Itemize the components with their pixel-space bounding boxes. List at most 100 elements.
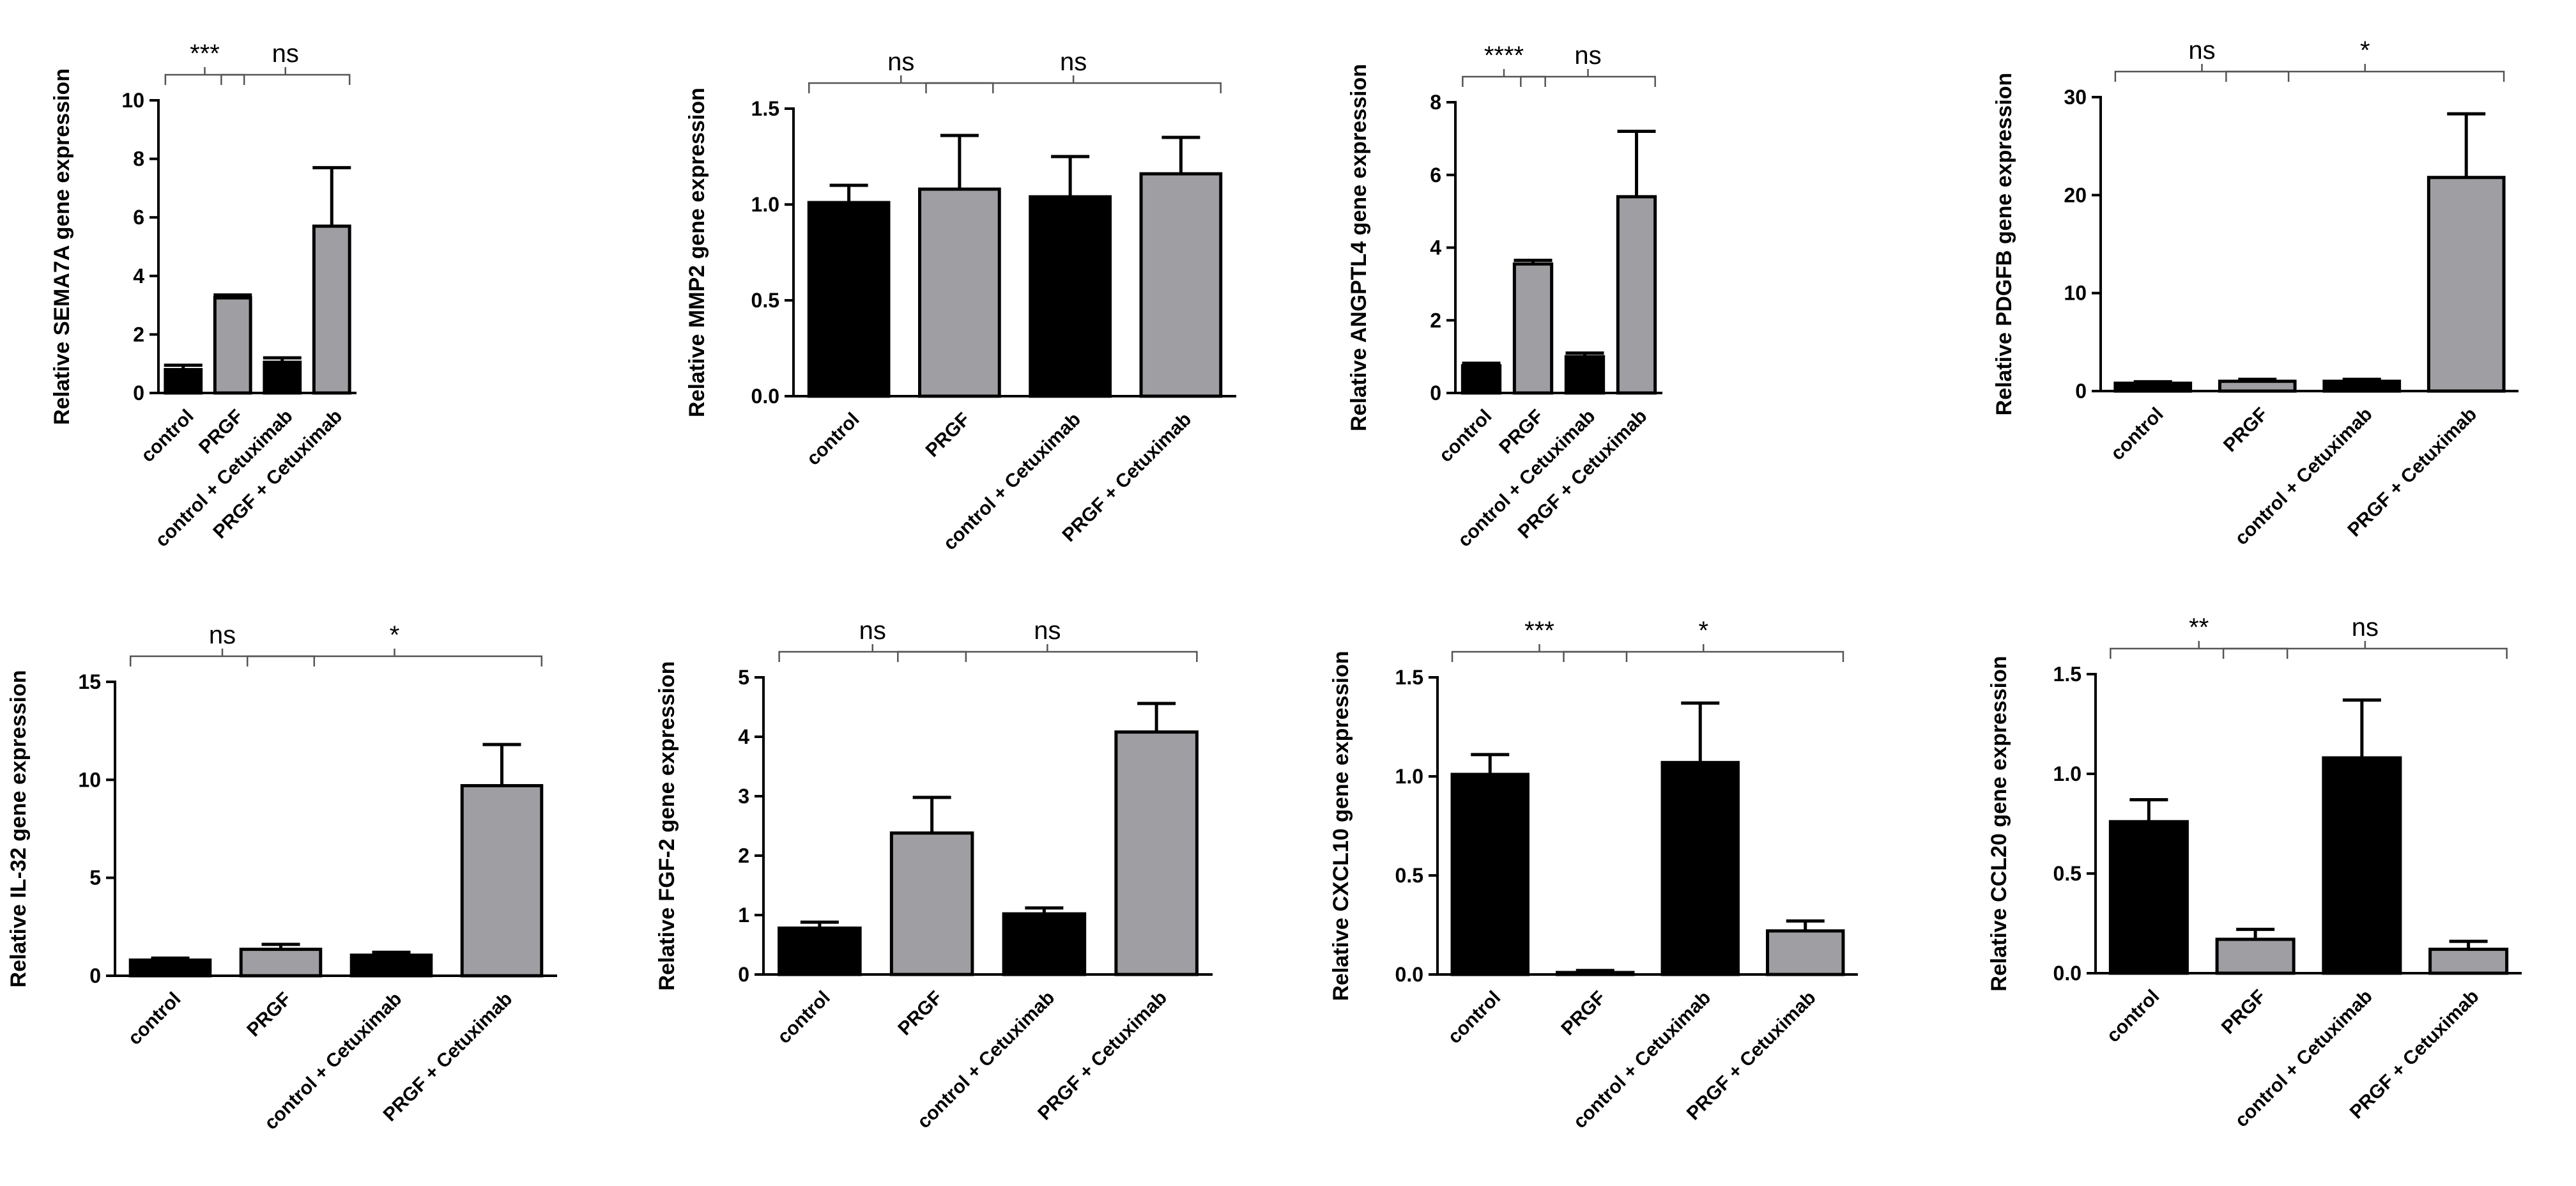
y-tick-label: 0 [1430, 381, 1441, 404]
significance-bracket-1 [129, 649, 316, 666]
significance-label-2: ns [1574, 42, 1601, 70]
y-tick-label: 0.0 [751, 385, 779, 408]
y-axis-title: Relative MMP2 gene expression [685, 88, 709, 417]
y-tick-label: 1.5 [2053, 663, 2082, 686]
significance-bracket-2 [1520, 69, 1656, 87]
y-tick-label: 8 [1430, 91, 1441, 114]
y-tick-label: 0 [2075, 380, 2087, 403]
y-tick-label: 5 [738, 666, 749, 689]
y-tick-label: 4 [1430, 236, 1441, 259]
y-tick-label: 15 [78, 670, 101, 693]
bar-4 [1616, 195, 1657, 395]
bar-2 [239, 948, 323, 978]
y-tick-label: 3 [738, 785, 749, 808]
y-tick-label: 1.0 [1395, 765, 1423, 788]
category-label-4: PRGF + Cetuximab [1034, 987, 1171, 1125]
significance-label-1: ns [209, 621, 236, 649]
significance-bracket-1 [2110, 641, 2288, 659]
significance-label-2: * [1698, 617, 1708, 645]
y-tick-label: 0 [133, 381, 144, 404]
bar-2 [2218, 380, 2297, 393]
significance-bracket-2 [2222, 641, 2508, 659]
y-tick-label: 20 [2064, 183, 2087, 206]
y-axis-title: Relative FGF-2 gene expression [655, 661, 679, 991]
y-tick-label: 0.5 [751, 289, 779, 312]
bar-3 [1564, 355, 1606, 395]
y-tick-label: 0 [738, 963, 749, 986]
bar-4 [2428, 948, 2509, 975]
significance-bracket-1 [778, 644, 967, 662]
chart-panel-ccl20: 0.0 0.5 1.0 1.5 Relative CCL20 gene expressi… [1987, 613, 2522, 1131]
y-tick-label: 10 [78, 768, 101, 791]
significance-label-1: *** [1524, 617, 1554, 645]
bar-3 [1029, 195, 1112, 398]
bar-3 [263, 360, 302, 395]
bar-1 [164, 367, 203, 395]
y-tick-label: 0.5 [2053, 862, 2082, 885]
bar-1 [2108, 820, 2189, 975]
category-label-1: control [2106, 404, 2167, 465]
bar-3 [1002, 912, 1087, 976]
bar-2 [1512, 262, 1554, 395]
significance-bracket-2 [220, 67, 351, 85]
bar-1 [2113, 381, 2193, 393]
category-label-1: control [1444, 987, 1505, 1048]
significance-label-1: ** [2189, 613, 2209, 642]
bar-2 [2215, 937, 2296, 975]
y-axis-title: Relative SEMA7A gene expression [50, 68, 74, 425]
significance-label-1: ns [2188, 36, 2215, 65]
bar-3 [2322, 756, 2402, 975]
category-label-2: PRGF [2220, 404, 2272, 456]
bar-1 [128, 958, 212, 978]
y-tick-label: 0.5 [1395, 864, 1423, 887]
significance-label-2: ns [2352, 613, 2379, 642]
significance-label-1: **** [1484, 42, 1524, 70]
y-tick-label: 10 [121, 89, 144, 112]
significance-label-2: ns [1034, 617, 1061, 645]
bar-4 [460, 784, 544, 978]
chart-panel-cxcl10: 0.0 0.5 1.0 1.5 Relative CXCL10 gene express… [1329, 617, 1858, 1132]
category-label-2: PRGF [922, 409, 974, 461]
chart-panel-angptl4: 0 2 4 6 8 Relative ANGPTL4 gene expression con… [1347, 42, 1662, 551]
y-axis-title: Relative CXCL10 gene expression [1329, 651, 1353, 1001]
y-tick-label: 1 [738, 904, 749, 927]
y-tick-label: 6 [1430, 164, 1441, 187]
y-axis-title: Relative PDGFB gene expression [1992, 73, 2016, 416]
significance-label-2: * [390, 621, 400, 649]
y-tick-label: 1.0 [751, 193, 779, 216]
significance-label-2: ns [272, 40, 299, 68]
bar-4 [312, 224, 351, 395]
y-tick-label: 2 [1430, 309, 1441, 332]
y-tick-label: 5 [89, 866, 101, 890]
bar-1 [778, 926, 862, 976]
chart-panel-sema7a: 0 2 4 6 8 10 Relative SEMA7A gene expression co… [50, 40, 356, 551]
y-tick-label: 0.0 [2053, 962, 2082, 985]
category-label-1: control [802, 409, 863, 470]
chart-panel-pdgfb: 0 10 20 30 Relative PDGFB gene expression con… [1992, 36, 2518, 549]
significance-label-2: * [2360, 36, 2370, 65]
bar-1 [807, 201, 891, 398]
category-label-1: control [137, 406, 197, 466]
significance-label-2: ns [1060, 48, 1087, 76]
chart-panel-mmp2: 0.0 0.5 1.0 1.5 Relative MMP2 gene expressio… [685, 48, 1236, 554]
chart-panel-fgf2: 0 1 2 3 4 5 Relative FGF-2 gene expression cont… [655, 617, 1213, 1132]
significance-label-1: ns [859, 617, 886, 645]
y-tick-label: 10 [2064, 282, 2087, 305]
y-tick-label: 2 [738, 844, 749, 867]
bar-2 [1556, 971, 1635, 976]
bar-4 [1139, 172, 1223, 398]
significance-bracket-2 [2225, 64, 2505, 82]
y-tick-label: 0 [89, 964, 101, 987]
significance-bracket-2 [925, 75, 1222, 93]
significance-bracket-1 [2114, 64, 2290, 82]
bar-4 [2426, 176, 2506, 393]
bar-3 [1660, 760, 1740, 976]
bar-3 [2322, 380, 2402, 393]
significance-label-1: *** [190, 40, 220, 68]
bar-3 [349, 953, 433, 978]
y-axis-title: Relative ANGPTL4 gene expression [1347, 64, 1371, 431]
y-tick-label: 1.0 [2053, 762, 2082, 785]
y-tick-label: 6 [133, 206, 144, 229]
bar-2 [918, 187, 1001, 398]
